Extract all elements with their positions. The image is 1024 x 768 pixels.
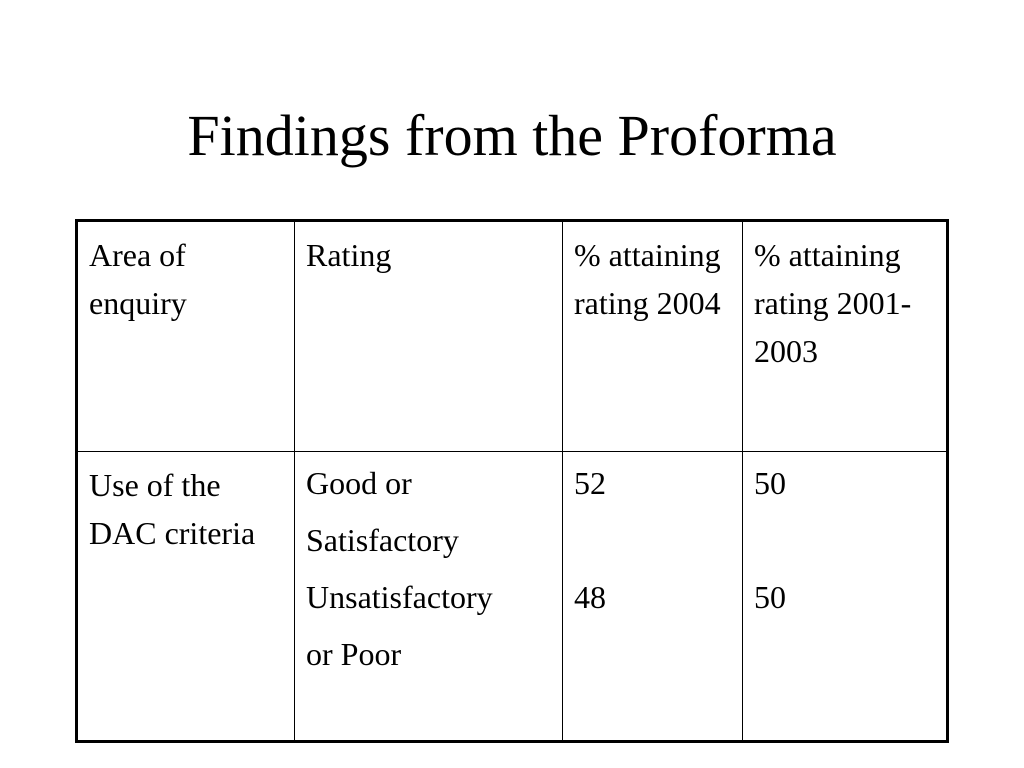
rating-line: Good or [306,465,412,501]
cell-area: Use of the DAC criteria [76,451,295,742]
header-area-of-enquiry: Area of enquiry [76,220,295,452]
cell-rating: Good or Satisfactory Unsatisfactory or P… [294,451,563,742]
value-poor-2001-2003: 50 [754,579,786,615]
rating-line: or Poor [306,636,402,672]
value-good-2004: 52 [574,465,606,501]
cell-percent-2001-2003: 50 50 [742,451,948,742]
slide-title: Findings from the Proforma [187,103,837,168]
rating-line: Satisfactory [306,522,459,558]
cell-percent-2004: 52 48 [562,451,743,742]
findings-table: Area of enquiry Rating % attaining ratin… [75,219,949,743]
findings-table-container: Area of enquiry Rating % attaining ratin… [75,219,949,743]
header-rating: Rating [294,220,563,452]
value-poor-2004: 48 [574,579,606,615]
value-spacer [574,512,734,569]
value-good-2001-2003: 50 [754,465,786,501]
table-header-row: Area of enquiry Rating % attaining ratin… [76,220,948,452]
header-percent-2001-2003: % attaining rating 2001-2003 [742,220,948,452]
header-percent-2004: % attaining rating 2004 [562,220,743,452]
value-spacer [754,512,938,569]
rating-line: Unsatisfactory [306,579,493,615]
table-row: Use of the DAC criteria Good or Satisfac… [76,451,948,742]
